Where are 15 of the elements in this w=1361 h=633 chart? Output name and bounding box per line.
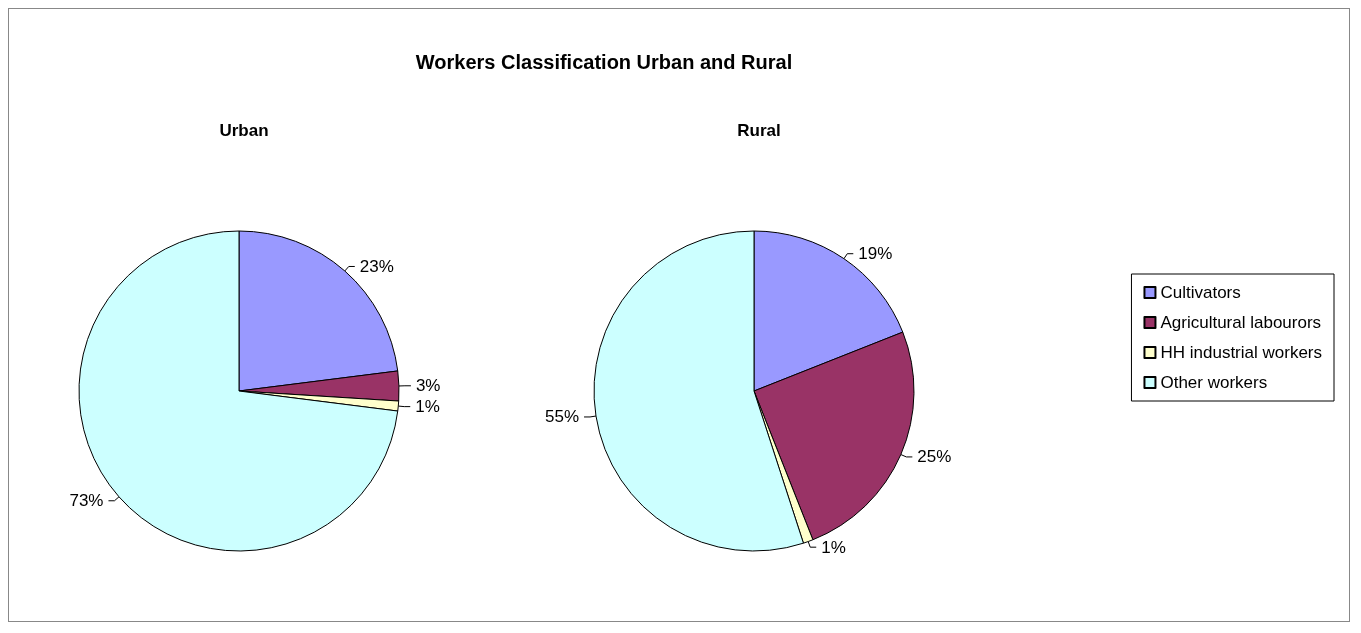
data-label: 1% xyxy=(415,397,440,417)
chart-title: Urban xyxy=(219,121,269,140)
data-label: 1% xyxy=(821,537,846,557)
chart-title: Workers Classification Urban and Rural xyxy=(415,51,793,73)
legend-label: Other workers xyxy=(1160,373,1268,392)
data-label: 73% xyxy=(69,491,104,511)
data-label: 23% xyxy=(359,256,394,276)
legend-label: HH industrial workers xyxy=(1160,343,1323,362)
chart-subtitle: Rural xyxy=(737,121,781,140)
data-label: 25% xyxy=(917,447,952,467)
legend-label: Cultivators xyxy=(1160,283,1241,302)
data-label: 19% xyxy=(858,244,893,264)
legend-label: Agricultural labourors xyxy=(1160,313,1322,332)
data-label: 55% xyxy=(545,407,580,427)
data-label: 3% xyxy=(415,376,441,396)
